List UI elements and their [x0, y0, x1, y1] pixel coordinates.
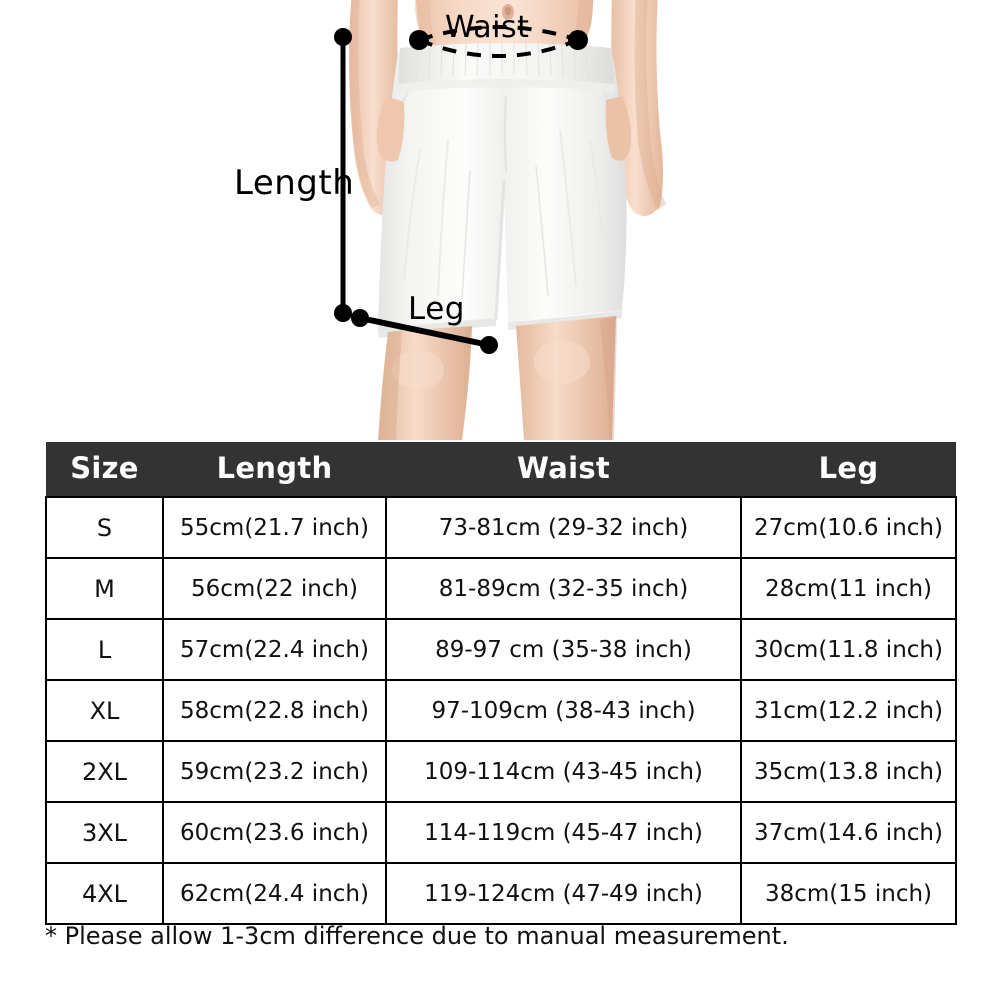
measurement-disclaimer: * Please allow 1-3cm difference due to m…: [45, 922, 789, 950]
model-photo: [0, 0, 1000, 440]
table-row: 4XL 62cm(24.4 inch) 119-124cm (47-49 inc…: [45, 862, 957, 925]
cell-leg: 35cm(13.8 inch): [740, 740, 957, 803]
table-row: 2XL 59cm(23.2 inch) 109-114cm (43-45 inc…: [45, 740, 957, 803]
size-table-container: Size Length Waist Leg S 55cm(21.7 inch) …: [45, 442, 957, 925]
header-leg: Leg: [741, 442, 956, 497]
cell-leg: 37cm(14.6 inch): [740, 801, 957, 864]
cell-leg: 30cm(11.8 inch): [740, 618, 957, 681]
cell-size: S: [45, 496, 164, 559]
cell-waist: 97-109cm (38-43 inch): [385, 679, 742, 742]
table-row: L 57cm(22.4 inch) 89-97 cm (35-38 inch) …: [45, 618, 957, 681]
size-table-head: Size Length Waist Leg: [46, 442, 956, 497]
header-size: Size: [46, 442, 163, 497]
cell-waist: 119-124cm (47-49 inch): [385, 862, 742, 925]
header-length: Length: [163, 442, 386, 497]
size-table: Size Length Waist Leg S 55cm(21.7 inch) …: [45, 442, 957, 925]
measurement-diagram: Waist Length Leg: [0, 0, 1000, 440]
cell-waist: 109-114cm (43-45 inch): [385, 740, 742, 803]
table-row: M 56cm(22 inch) 81-89cm (32-35 inch) 28c…: [45, 557, 957, 620]
cell-length: 59cm(23.2 inch): [162, 740, 387, 803]
cell-size: 2XL: [45, 740, 164, 803]
cell-length: 57cm(22.4 inch): [162, 618, 387, 681]
table-row: S 55cm(21.7 inch) 73-81cm (29-32 inch) 2…: [45, 496, 957, 559]
cell-leg: 38cm(15 inch): [740, 862, 957, 925]
header-row: Size Length Waist Leg: [46, 442, 956, 497]
cell-size: M: [45, 557, 164, 620]
cell-waist: 89-97 cm (35-38 inch): [385, 618, 742, 681]
cell-waist: 81-89cm (32-35 inch): [385, 557, 742, 620]
header-waist: Waist: [386, 442, 741, 497]
cell-size: XL: [45, 679, 164, 742]
cell-length: 56cm(22 inch): [162, 557, 387, 620]
cell-size: 3XL: [45, 801, 164, 864]
length-annotation-label: Length: [234, 163, 355, 203]
cell-leg: 31cm(12.2 inch): [740, 679, 957, 742]
leg-annotation-label: Leg: [408, 291, 465, 327]
cell-waist: 73-81cm (29-32 inch): [385, 496, 742, 559]
cell-length: 58cm(22.8 inch): [162, 679, 387, 742]
cell-length: 55cm(21.7 inch): [162, 496, 387, 559]
cell-length: 60cm(23.6 inch): [162, 801, 387, 864]
cell-waist: 114-119cm (45-47 inch): [385, 801, 742, 864]
size-table-body: S 55cm(21.7 inch) 73-81cm (29-32 inch) 2…: [45, 496, 957, 925]
table-row: XL 58cm(22.8 inch) 97-109cm (38-43 inch)…: [45, 679, 957, 742]
cell-leg: 28cm(11 inch): [740, 557, 957, 620]
cell-length: 62cm(24.4 inch): [162, 862, 387, 925]
cell-size: L: [45, 618, 164, 681]
table-row: 3XL 60cm(23.6 inch) 114-119cm (45-47 inc…: [45, 801, 957, 864]
cell-leg: 27cm(10.6 inch): [740, 496, 957, 559]
cell-size: 4XL: [45, 862, 164, 925]
model-illustration: [0, 0, 1000, 440]
waist-annotation-label: Waist: [445, 10, 530, 45]
